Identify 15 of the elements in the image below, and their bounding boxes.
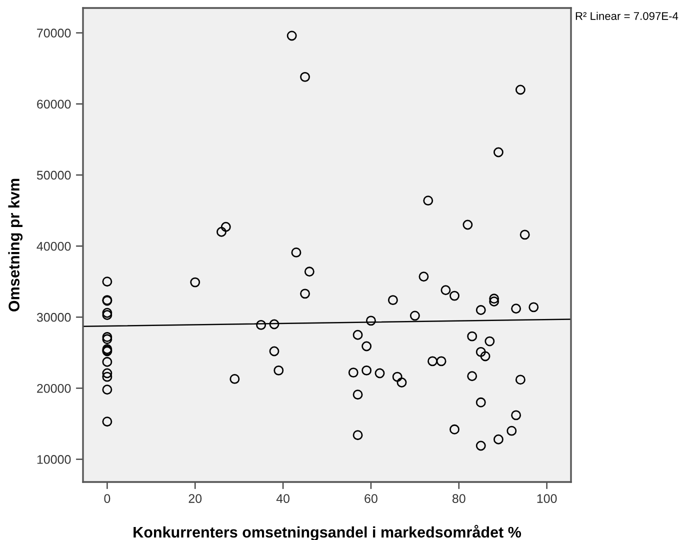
y-tick-label: 70000 xyxy=(37,28,71,38)
y-tick-label: 30000 xyxy=(36,312,71,322)
y-tick-label: 50000 xyxy=(36,170,71,180)
y-axis-title: Omsetning pr kvm xyxy=(8,178,23,312)
x-tick-label: 40 xyxy=(276,494,290,503)
text: R² Linear = 7.097E-4 xyxy=(576,12,678,20)
y-tick-label: 10000 xyxy=(37,455,71,464)
x-tick-label: 20 xyxy=(188,494,202,503)
y-tick-label: 20000 xyxy=(37,384,71,393)
x-tick-label: 80 xyxy=(452,494,466,503)
y-tick-label: 60000 xyxy=(37,100,71,109)
x-tick-label: 60 xyxy=(364,494,378,503)
y-tick-label: 40000 xyxy=(36,242,71,251)
x-tick-label: 0 xyxy=(104,494,110,503)
x-tick-label: 100 xyxy=(537,494,557,503)
